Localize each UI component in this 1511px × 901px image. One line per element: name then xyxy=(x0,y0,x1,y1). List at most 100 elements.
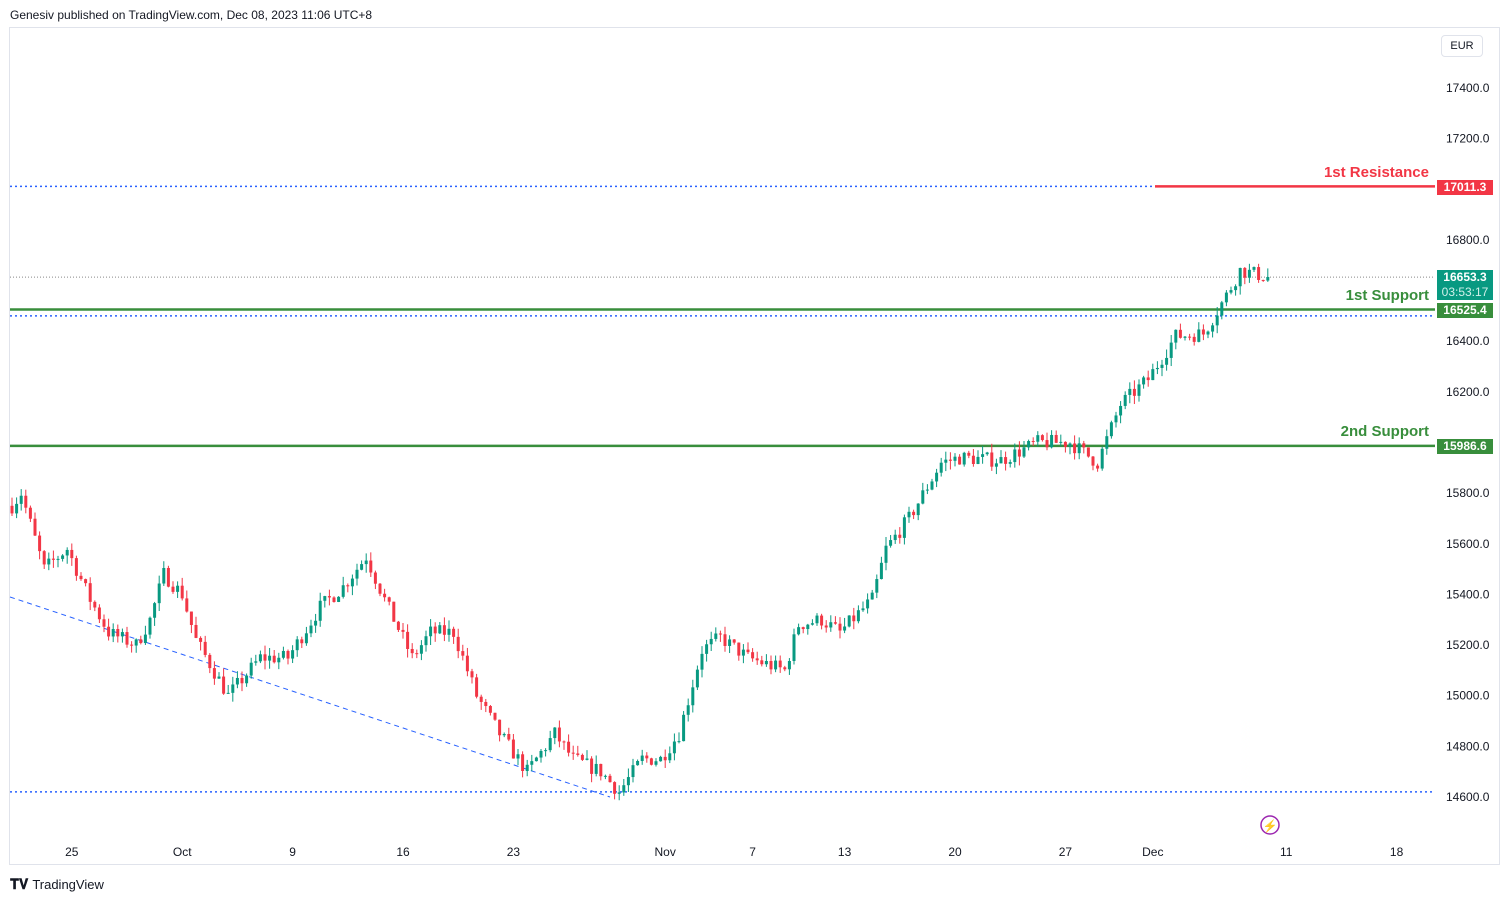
candle-body xyxy=(668,753,672,761)
candle-body xyxy=(153,603,157,618)
candle-body xyxy=(429,626,433,637)
candle-body xyxy=(268,655,272,661)
candle-body xyxy=(921,490,925,504)
candle-body xyxy=(364,560,368,565)
candle-body xyxy=(1008,462,1012,464)
candle-body xyxy=(125,632,129,645)
candle-body xyxy=(1063,441,1067,447)
candle-body xyxy=(424,636,428,646)
candle-body xyxy=(695,669,699,688)
candle-body xyxy=(686,705,690,715)
candle-body xyxy=(608,775,612,783)
candle-body xyxy=(438,625,442,634)
candle-body xyxy=(304,633,308,644)
candle-body xyxy=(433,626,437,634)
candle-body xyxy=(709,638,713,645)
candle-body xyxy=(1022,447,1026,457)
candle-body xyxy=(1027,441,1031,448)
candle-body xyxy=(1188,336,1192,338)
y-tick-label: 17400.0 xyxy=(1446,81,1490,95)
candle-body xyxy=(199,637,203,642)
x-tick-label: 16 xyxy=(396,845,410,859)
x-tick-label: 9 xyxy=(289,845,296,859)
currency-label[interactable]: EUR xyxy=(1441,35,1483,57)
candle-body xyxy=(994,463,998,467)
candle-body xyxy=(1160,364,1164,368)
candle-body xyxy=(705,644,709,654)
candle-body xyxy=(999,457,1003,464)
candle-body xyxy=(571,752,575,754)
candle-body xyxy=(1174,329,1178,343)
candle-body xyxy=(1266,277,1270,281)
candle-body xyxy=(383,593,387,598)
candle-body xyxy=(626,777,630,786)
candle-body xyxy=(1031,441,1035,443)
chart-frame xyxy=(9,27,1500,865)
candle-body xyxy=(1105,436,1109,449)
x-tick-label: 11 xyxy=(1280,845,1293,859)
candle-body xyxy=(640,755,644,762)
candle-body xyxy=(502,733,506,736)
candle-body xyxy=(189,611,193,625)
candle-body xyxy=(760,660,764,665)
candle-body xyxy=(42,551,46,565)
candle-body xyxy=(396,621,400,630)
candle-body xyxy=(1073,443,1077,454)
candle-body xyxy=(930,481,934,490)
tradingview-logo[interactable]: 𝐓𝐕 TradingView xyxy=(10,876,104,893)
candle-body xyxy=(217,676,221,679)
candle-body xyxy=(1238,267,1242,287)
candle-body xyxy=(479,696,483,702)
candle-body xyxy=(557,727,561,742)
lightning-icon xyxy=(1260,815,1280,835)
candle-body xyxy=(1257,267,1261,280)
candle-body xyxy=(139,639,143,644)
candle-body xyxy=(1109,422,1113,437)
x-tick-label: 27 xyxy=(1059,845,1073,859)
candle-body xyxy=(971,455,975,464)
candle-body xyxy=(544,750,548,752)
candle-body xyxy=(1114,415,1118,423)
candle-body xyxy=(1082,443,1086,448)
candle-body xyxy=(341,585,345,597)
candle-body xyxy=(360,564,364,570)
candle-body xyxy=(1086,447,1090,457)
candle-body xyxy=(1119,405,1123,416)
candle-body xyxy=(286,650,290,659)
candle-body xyxy=(498,719,502,736)
x-tick-label: Dec xyxy=(1142,845,1163,859)
candle-body xyxy=(1068,443,1072,447)
candle-body xyxy=(829,622,833,628)
candle-body xyxy=(654,761,658,765)
candle-body xyxy=(488,706,492,713)
candle-body xyxy=(792,634,796,662)
candle-body xyxy=(1077,443,1081,454)
candle-body xyxy=(879,562,883,580)
candle-body xyxy=(682,714,686,742)
publish-info: Genesiv published on TradingView.com, De… xyxy=(10,8,373,22)
candle-body xyxy=(1045,440,1049,448)
candle-body xyxy=(553,727,557,739)
candle-body xyxy=(277,657,281,663)
last-price: 16653.3 xyxy=(1443,270,1487,284)
candle-body xyxy=(939,462,943,473)
candle-body xyxy=(728,639,732,646)
candle-body xyxy=(143,634,147,644)
candle-body xyxy=(93,601,97,608)
y-tick-label: 15800.0 xyxy=(1446,486,1490,500)
x-tick-label: 18 xyxy=(1390,845,1404,859)
candle-body xyxy=(1004,457,1008,464)
bar-countdown: 03:53:17 xyxy=(1441,285,1489,299)
candle-body xyxy=(585,758,589,760)
candle-body xyxy=(70,549,74,559)
candle-body xyxy=(212,668,216,679)
candle-body xyxy=(902,517,906,538)
candle-body xyxy=(1183,336,1187,338)
candle-body xyxy=(889,540,893,546)
candle-body xyxy=(636,761,640,766)
candle-body xyxy=(111,629,115,637)
candle-body xyxy=(1178,329,1182,338)
support-2-price-tag: 15986.6 xyxy=(1437,439,1493,454)
candle-body xyxy=(410,648,414,654)
